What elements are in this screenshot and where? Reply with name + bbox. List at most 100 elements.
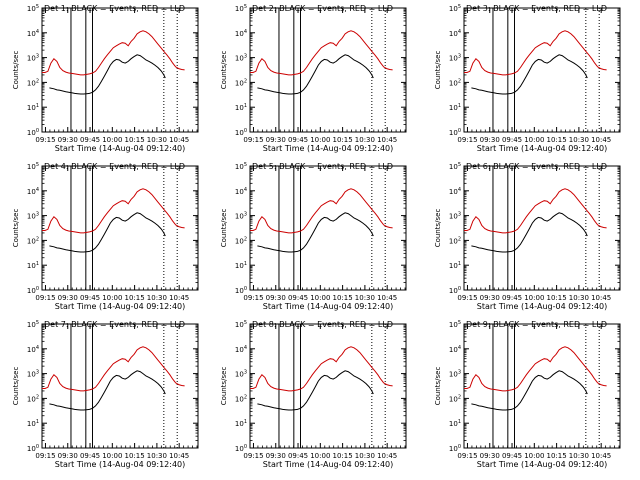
x-tick-label: 09:15	[243, 452, 263, 460]
x-tick-label: 09:45	[80, 294, 100, 302]
y-tick-label: 103	[27, 370, 39, 379]
y-tick-label: 104	[27, 345, 39, 354]
lld-rate-line	[464, 188, 607, 234]
y-axis-label: Counts/sec	[12, 51, 20, 90]
y-tick-label: 102	[235, 236, 247, 245]
y-tick-label: 100	[449, 128, 461, 137]
x-tick-label: 09:15	[35, 452, 55, 460]
panel-title: Det 3: BLACK = Events, RED = LLD	[466, 4, 607, 13]
x-tick-label: 09:30	[480, 294, 500, 302]
events-rate-line	[49, 54, 166, 95]
x-tick-label: 10:45	[169, 136, 189, 144]
plot-frame	[41, 7, 199, 133]
y-tick-label: 102	[449, 394, 461, 403]
x-tick-label: 10:15	[333, 294, 353, 302]
x-axis-label: Start Time (14-Aug-04 09:12:40)	[477, 460, 608, 469]
y-tick-label: 101	[449, 419, 461, 428]
x-tick-label: 09:15	[243, 294, 263, 302]
y-tick-label: 105	[27, 4, 39, 13]
x-tick-label: 10:30	[355, 452, 375, 460]
x-tick-label: 09:30	[266, 136, 286, 144]
y-tick-label: 101	[235, 103, 247, 112]
panel-title: Det 2: BLACK = Events, RED = LLD	[252, 4, 393, 13]
lld-rate-line	[464, 346, 607, 392]
y-tick-label: 100	[27, 286, 39, 295]
plot-frame	[463, 323, 621, 449]
y-tick-label: 101	[27, 261, 39, 270]
panel-title: Det 5: BLACK = Events, RED = LLD	[252, 162, 393, 171]
x-tick-label: 10:00	[524, 452, 544, 460]
y-tick-label: 102	[449, 78, 461, 87]
x-tick-label: 10:45	[377, 136, 397, 144]
lld-rate-line	[42, 188, 185, 234]
y-tick-label: 103	[449, 212, 461, 221]
x-tick-label: 10:00	[102, 294, 122, 302]
y-tick-label: 100	[235, 128, 247, 137]
y-axis-label: Counts/sec	[220, 51, 228, 90]
x-tick-label: 10:30	[355, 136, 375, 144]
x-tick-label: 09:30	[58, 136, 78, 144]
y-axis-label: Counts/sec	[434, 51, 442, 90]
x-tick-label: 10:45	[591, 136, 611, 144]
lld-rate-line	[250, 188, 393, 234]
plot-frame	[463, 7, 621, 133]
x-tick-label: 10:00	[524, 294, 544, 302]
panel-title: Det 6: BLACK = Events, RED = LLD	[466, 162, 607, 171]
panel-title: Det 9: BLACK = Events, RED = LLD	[466, 320, 607, 329]
events-rate-line	[49, 370, 166, 411]
x-tick-label: 09:15	[457, 136, 477, 144]
events-rate-line	[257, 54, 374, 95]
y-tick-label: 105	[449, 4, 461, 13]
y-tick-label: 104	[449, 187, 461, 196]
panel-title: Det 7: BLACK = Events, RED = LLD	[44, 320, 185, 329]
x-axis-label: Start Time (14-Aug-04 09:12:40)	[263, 460, 394, 469]
y-tick-label: 103	[235, 54, 247, 63]
y-tick-label: 101	[235, 261, 247, 270]
y-tick-label: 101	[235, 419, 247, 428]
x-tick-label: 09:30	[266, 294, 286, 302]
x-tick-label: 09:15	[457, 294, 477, 302]
x-tick-label: 10:15	[547, 294, 567, 302]
y-tick-label: 105	[235, 4, 247, 13]
plot-frame	[41, 165, 199, 291]
x-tick-label: 09:30	[58, 294, 78, 302]
y-axis-label: Counts/sec	[220, 367, 228, 406]
y-tick-label: 102	[27, 394, 39, 403]
x-axis-label: Start Time (14-Aug-04 09:12:40)	[477, 144, 608, 153]
events-rate-line	[471, 212, 588, 253]
y-tick-label: 104	[235, 29, 247, 38]
plot-frame	[463, 165, 621, 291]
x-tick-label: 10:15	[125, 136, 145, 144]
x-tick-label: 10:00	[310, 294, 330, 302]
x-tick-label: 10:00	[524, 136, 544, 144]
x-tick-label: 09:30	[480, 136, 500, 144]
y-axis-label: Counts/sec	[434, 209, 442, 248]
y-tick-label: 100	[449, 286, 461, 295]
lld-rate-line	[250, 346, 393, 392]
y-tick-label: 100	[235, 444, 247, 453]
plot-frame	[249, 165, 407, 291]
y-tick-label: 101	[449, 103, 461, 112]
y-tick-label: 103	[449, 370, 461, 379]
events-rate-line	[257, 212, 374, 253]
y-tick-label: 101	[27, 419, 39, 428]
lld-rate-line	[42, 30, 185, 76]
y-tick-label: 104	[449, 345, 461, 354]
x-axis-label: Start Time (14-Aug-04 09:12:40)	[477, 302, 608, 311]
x-tick-label: 10:30	[569, 136, 589, 144]
panel-title: Det 4: BLACK = Events, RED = LLD	[44, 162, 185, 171]
lld-rate-line	[250, 30, 393, 76]
y-tick-label: 103	[235, 212, 247, 221]
y-tick-label: 102	[27, 78, 39, 87]
x-tick-label: 10:15	[333, 136, 353, 144]
x-tick-label: 10:15	[547, 136, 567, 144]
x-axis-label: Start Time (14-Aug-04 09:12:40)	[263, 302, 394, 311]
x-axis-label: Start Time (14-Aug-04 09:12:40)	[263, 144, 394, 153]
y-axis-label: Counts/sec	[12, 367, 20, 406]
y-tick-label: 103	[449, 54, 461, 63]
y-tick-label: 104	[235, 345, 247, 354]
x-tick-label: 10:30	[147, 136, 167, 144]
x-axis-label: Start Time (14-Aug-04 09:12:40)	[55, 144, 186, 153]
